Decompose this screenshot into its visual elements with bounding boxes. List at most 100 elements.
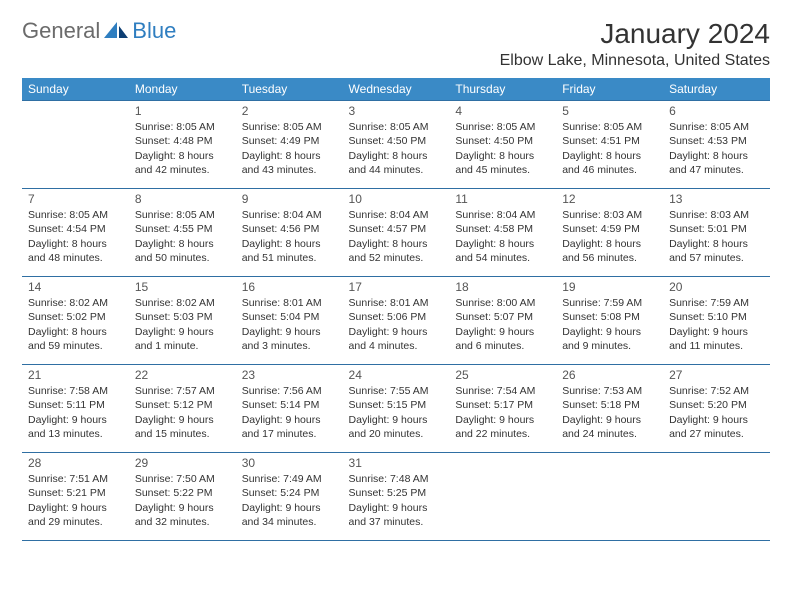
sunrise-line: Sunrise: 7:59 AM bbox=[669, 296, 764, 310]
daylight-line: Daylight: 8 hours and 59 minutes. bbox=[28, 325, 123, 353]
day-number: 28 bbox=[28, 455, 123, 471]
weekday-header: Wednesday bbox=[343, 78, 450, 101]
calendar-day-cell: 25Sunrise: 7:54 AMSunset: 5:17 PMDayligh… bbox=[449, 365, 556, 453]
sunset-line: Sunset: 4:50 PM bbox=[455, 134, 550, 148]
day-number: 9 bbox=[242, 191, 337, 207]
day-number: 31 bbox=[349, 455, 444, 471]
daylight-line: Daylight: 8 hours and 51 minutes. bbox=[242, 237, 337, 265]
calendar-day-cell: 16Sunrise: 8:01 AMSunset: 5:04 PMDayligh… bbox=[236, 277, 343, 365]
day-number: 15 bbox=[135, 279, 230, 295]
day-number: 8 bbox=[135, 191, 230, 207]
day-number: 30 bbox=[242, 455, 337, 471]
sunset-line: Sunset: 5:04 PM bbox=[242, 310, 337, 324]
sunrise-line: Sunrise: 8:00 AM bbox=[455, 296, 550, 310]
daylight-line: Daylight: 9 hours and 32 minutes. bbox=[135, 501, 230, 529]
sunset-line: Sunset: 5:02 PM bbox=[28, 310, 123, 324]
calendar-day-cell: 12Sunrise: 8:03 AMSunset: 4:59 PMDayligh… bbox=[556, 189, 663, 277]
day-number: 16 bbox=[242, 279, 337, 295]
daylight-line: Daylight: 9 hours and 27 minutes. bbox=[669, 413, 764, 441]
daylight-line: Daylight: 9 hours and 17 minutes. bbox=[242, 413, 337, 441]
sunset-line: Sunset: 5:18 PM bbox=[562, 398, 657, 412]
sunrise-line: Sunrise: 8:05 AM bbox=[135, 208, 230, 222]
sunset-line: Sunset: 4:53 PM bbox=[669, 134, 764, 148]
daylight-line: Daylight: 9 hours and 15 minutes. bbox=[135, 413, 230, 441]
calendar-day-cell: 29Sunrise: 7:50 AMSunset: 5:22 PMDayligh… bbox=[129, 453, 236, 541]
daylight-line: Daylight: 9 hours and 24 minutes. bbox=[562, 413, 657, 441]
day-number: 25 bbox=[455, 367, 550, 383]
sunrise-line: Sunrise: 7:55 AM bbox=[349, 384, 444, 398]
daylight-line: Daylight: 8 hours and 56 minutes. bbox=[562, 237, 657, 265]
sunset-line: Sunset: 5:11 PM bbox=[28, 398, 123, 412]
sunrise-line: Sunrise: 7:58 AM bbox=[28, 384, 123, 398]
calendar-day-cell: 3Sunrise: 8:05 AMSunset: 4:50 PMDaylight… bbox=[343, 101, 450, 189]
day-number: 2 bbox=[242, 103, 337, 119]
day-number: 12 bbox=[562, 191, 657, 207]
daylight-line: Daylight: 8 hours and 42 minutes. bbox=[135, 149, 230, 177]
day-number: 21 bbox=[28, 367, 123, 383]
daylight-line: Daylight: 8 hours and 45 minutes. bbox=[455, 149, 550, 177]
calendar-day-cell: 4Sunrise: 8:05 AMSunset: 4:50 PMDaylight… bbox=[449, 101, 556, 189]
sunrise-line: Sunrise: 8:05 AM bbox=[562, 120, 657, 134]
daylight-line: Daylight: 8 hours and 57 minutes. bbox=[669, 237, 764, 265]
calendar-day-cell: 7Sunrise: 8:05 AMSunset: 4:54 PMDaylight… bbox=[22, 189, 129, 277]
calendar-day-cell: 24Sunrise: 7:55 AMSunset: 5:15 PMDayligh… bbox=[343, 365, 450, 453]
daylight-line: Daylight: 8 hours and 44 minutes. bbox=[349, 149, 444, 177]
calendar-day-cell: 26Sunrise: 7:53 AMSunset: 5:18 PMDayligh… bbox=[556, 365, 663, 453]
logo-text-blue: Blue bbox=[132, 18, 176, 44]
calendar-week-row: 21Sunrise: 7:58 AMSunset: 5:11 PM Dayligh… bbox=[22, 365, 770, 453]
sunrise-line: Sunrise: 8:05 AM bbox=[669, 120, 764, 134]
calendar-body: 1Sunrise: 8:05 AMSunset: 4:48 PMDaylight… bbox=[22, 101, 770, 541]
calendar-day-cell bbox=[449, 453, 556, 541]
month-title: January 2024 bbox=[500, 18, 770, 50]
day-number: 7 bbox=[28, 191, 123, 207]
daylight-line: Daylight: 9 hours and 34 minutes. bbox=[242, 501, 337, 529]
calendar-table: SundayMondayTuesdayWednesdayThursdayFrid… bbox=[22, 78, 770, 541]
sunrise-line: Sunrise: 7:50 AM bbox=[135, 472, 230, 486]
day-number: 3 bbox=[349, 103, 444, 119]
sunrise-line: Sunrise: 8:05 AM bbox=[135, 120, 230, 134]
calendar-day-cell: 31Sunrise: 7:48 AMSunset: 5:25 PMDayligh… bbox=[343, 453, 450, 541]
sunrise-line: Sunrise: 8:04 AM bbox=[349, 208, 444, 222]
sunrise-line: Sunrise: 7:56 AM bbox=[242, 384, 337, 398]
sunrise-line: Sunrise: 8:05 AM bbox=[455, 120, 550, 134]
day-number: 24 bbox=[349, 367, 444, 383]
sunset-line: Sunset: 5:24 PM bbox=[242, 486, 337, 500]
daylight-line: Daylight: 9 hours and 29 minutes. bbox=[28, 501, 123, 529]
daylight-line: Daylight: 8 hours and 47 minutes. bbox=[669, 149, 764, 177]
calendar-day-cell: 17Sunrise: 8:01 AMSunset: 5:06 PMDayligh… bbox=[343, 277, 450, 365]
sunrise-line: Sunrise: 8:05 AM bbox=[349, 120, 444, 134]
calendar-day-cell: 14Sunrise: 8:02 AMSunset: 5:02 PMDayligh… bbox=[22, 277, 129, 365]
calendar-day-cell: 21Sunrise: 7:58 AMSunset: 5:11 PMDayligh… bbox=[22, 365, 129, 453]
title-block: January 2024 Elbow Lake, Minnesota, Unit… bbox=[500, 18, 770, 70]
day-number: 4 bbox=[455, 103, 550, 119]
sunrise-line: Sunrise: 7:53 AM bbox=[562, 384, 657, 398]
weekday-header: Tuesday bbox=[236, 78, 343, 101]
daylight-line: Daylight: 8 hours and 46 minutes. bbox=[562, 149, 657, 177]
sunrise-line: Sunrise: 7:59 AM bbox=[562, 296, 657, 310]
weekday-header: Saturday bbox=[663, 78, 770, 101]
calendar-day-cell bbox=[663, 453, 770, 541]
sunset-line: Sunset: 4:54 PM bbox=[28, 222, 123, 236]
calendar-day-cell: 28Sunrise: 7:51 AMSunset: 5:21 PMDayligh… bbox=[22, 453, 129, 541]
sunrise-line: Sunrise: 8:03 AM bbox=[669, 208, 764, 222]
sunrise-line: Sunrise: 8:02 AM bbox=[28, 296, 123, 310]
logo: General Blue bbox=[22, 18, 176, 44]
sunrise-line: Sunrise: 7:49 AM bbox=[242, 472, 337, 486]
day-number: 10 bbox=[349, 191, 444, 207]
sunrise-line: Sunrise: 8:01 AM bbox=[242, 296, 337, 310]
sunrise-line: Sunrise: 8:05 AM bbox=[28, 208, 123, 222]
sunset-line: Sunset: 4:49 PM bbox=[242, 134, 337, 148]
sunset-line: Sunset: 5:01 PM bbox=[669, 222, 764, 236]
sunset-line: Sunset: 4:59 PM bbox=[562, 222, 657, 236]
daylight-line: Daylight: 9 hours and 1 minute. bbox=[135, 325, 230, 353]
weekday-header: Sunday bbox=[22, 78, 129, 101]
calendar-day-cell: 8Sunrise: 8:05 AMSunset: 4:55 PMDaylight… bbox=[129, 189, 236, 277]
day-number: 29 bbox=[135, 455, 230, 471]
sunset-line: Sunset: 4:48 PM bbox=[135, 134, 230, 148]
day-number: 23 bbox=[242, 367, 337, 383]
logo-text-general: General bbox=[22, 18, 100, 44]
daylight-line: Daylight: 9 hours and 9 minutes. bbox=[562, 325, 657, 353]
sunset-line: Sunset: 5:06 PM bbox=[349, 310, 444, 324]
sunrise-line: Sunrise: 8:01 AM bbox=[349, 296, 444, 310]
sunset-line: Sunset: 4:55 PM bbox=[135, 222, 230, 236]
